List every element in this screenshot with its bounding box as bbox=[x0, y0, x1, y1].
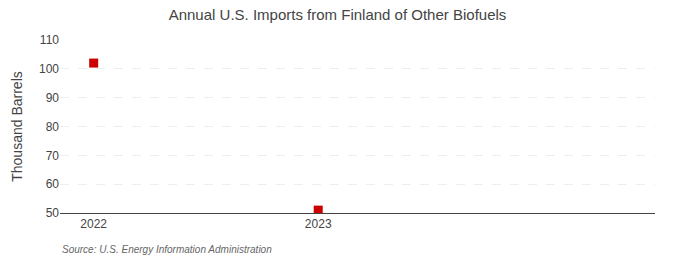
svg-text:Source: U.S. Energy Informatio: Source: U.S. Energy Information Administ… bbox=[62, 244, 272, 255]
svg-text:90: 90 bbox=[46, 91, 60, 105]
svg-text:Thousand Barrels: Thousand Barrels bbox=[9, 71, 25, 182]
svg-text:Annual U.S. Imports from Finla: Annual U.S. Imports from Finland of Othe… bbox=[169, 6, 507, 23]
svg-text:50: 50 bbox=[46, 206, 60, 220]
svg-text:60: 60 bbox=[46, 177, 60, 191]
svg-text:100: 100 bbox=[39, 62, 59, 76]
svg-text:80: 80 bbox=[46, 120, 60, 134]
svg-text:70: 70 bbox=[46, 149, 60, 163]
svg-text:110: 110 bbox=[40, 33, 59, 47]
svg-text:2022: 2022 bbox=[80, 217, 107, 231]
svg-text:2023: 2023 bbox=[305, 217, 332, 231]
